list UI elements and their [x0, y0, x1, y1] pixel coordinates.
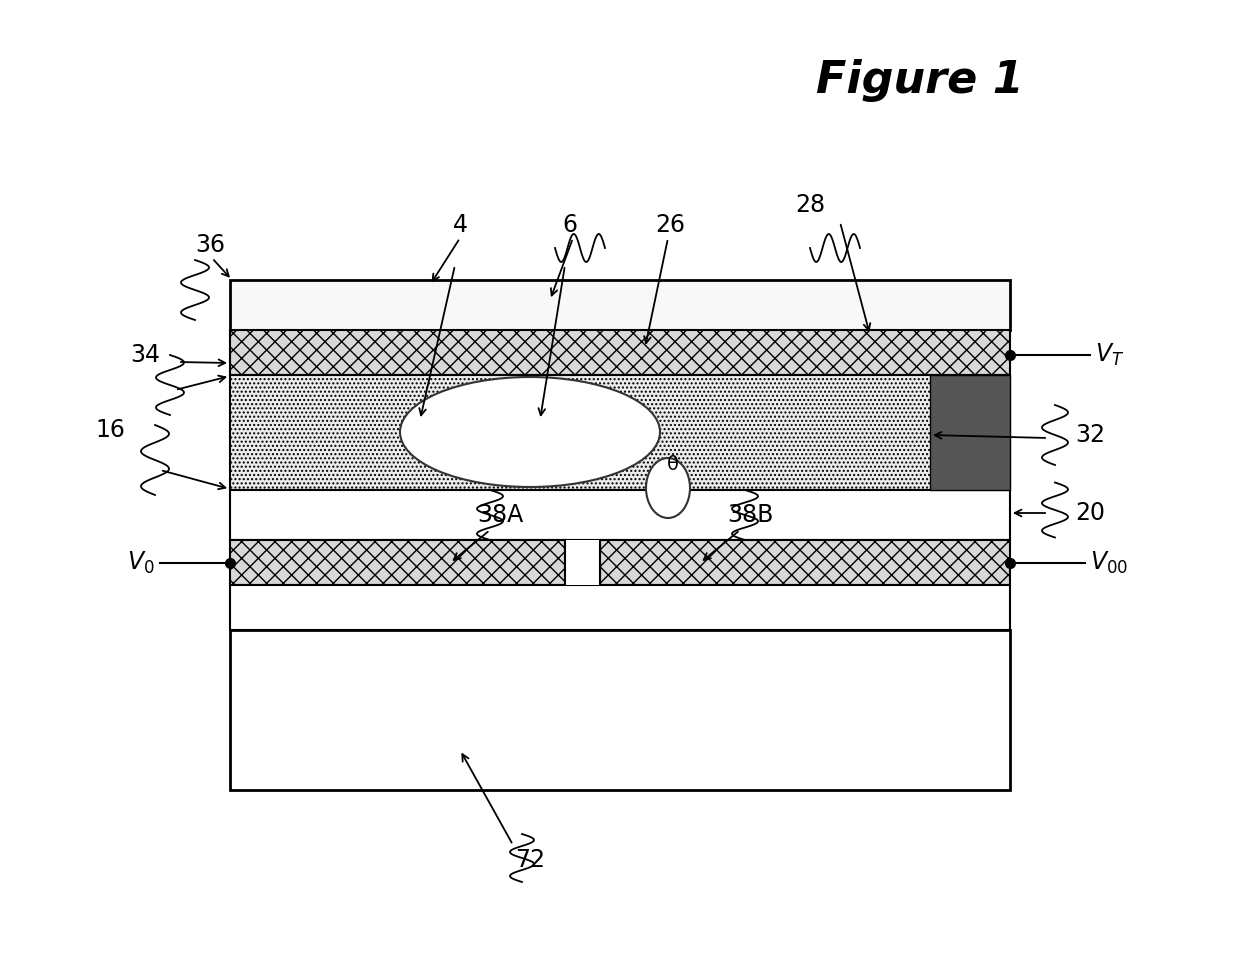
Text: $V_0$: $V_0$ — [128, 549, 155, 576]
Bar — [229, 330, 1011, 375]
Text: 20: 20 — [1075, 501, 1105, 525]
Text: 6: 6 — [563, 213, 578, 237]
Bar — [565, 540, 600, 585]
Bar — [229, 375, 1011, 490]
Bar — [600, 540, 1011, 585]
Bar — [930, 375, 1011, 490]
Ellipse shape — [401, 377, 660, 487]
Text: $V_{00}$: $V_{00}$ — [1090, 549, 1128, 576]
Text: 36: 36 — [195, 233, 224, 257]
Text: θ: θ — [667, 456, 680, 474]
Text: Figure 1: Figure 1 — [816, 59, 1024, 101]
Bar — [229, 630, 1011, 790]
Bar — [229, 540, 565, 585]
Text: 34: 34 — [130, 343, 160, 367]
Ellipse shape — [646, 458, 689, 518]
Text: 4: 4 — [453, 213, 467, 237]
Text: 32: 32 — [1075, 423, 1105, 447]
Bar — [229, 490, 1011, 540]
Bar — [229, 585, 1011, 630]
Text: $V_T$: $V_T$ — [1095, 342, 1125, 368]
Text: 38B: 38B — [727, 503, 774, 527]
Text: 72: 72 — [515, 848, 546, 872]
Text: 28: 28 — [795, 193, 825, 217]
Text: 26: 26 — [655, 213, 684, 237]
Text: 38A: 38A — [477, 503, 523, 527]
Text: 16: 16 — [95, 418, 125, 442]
Bar — [229, 280, 1011, 330]
